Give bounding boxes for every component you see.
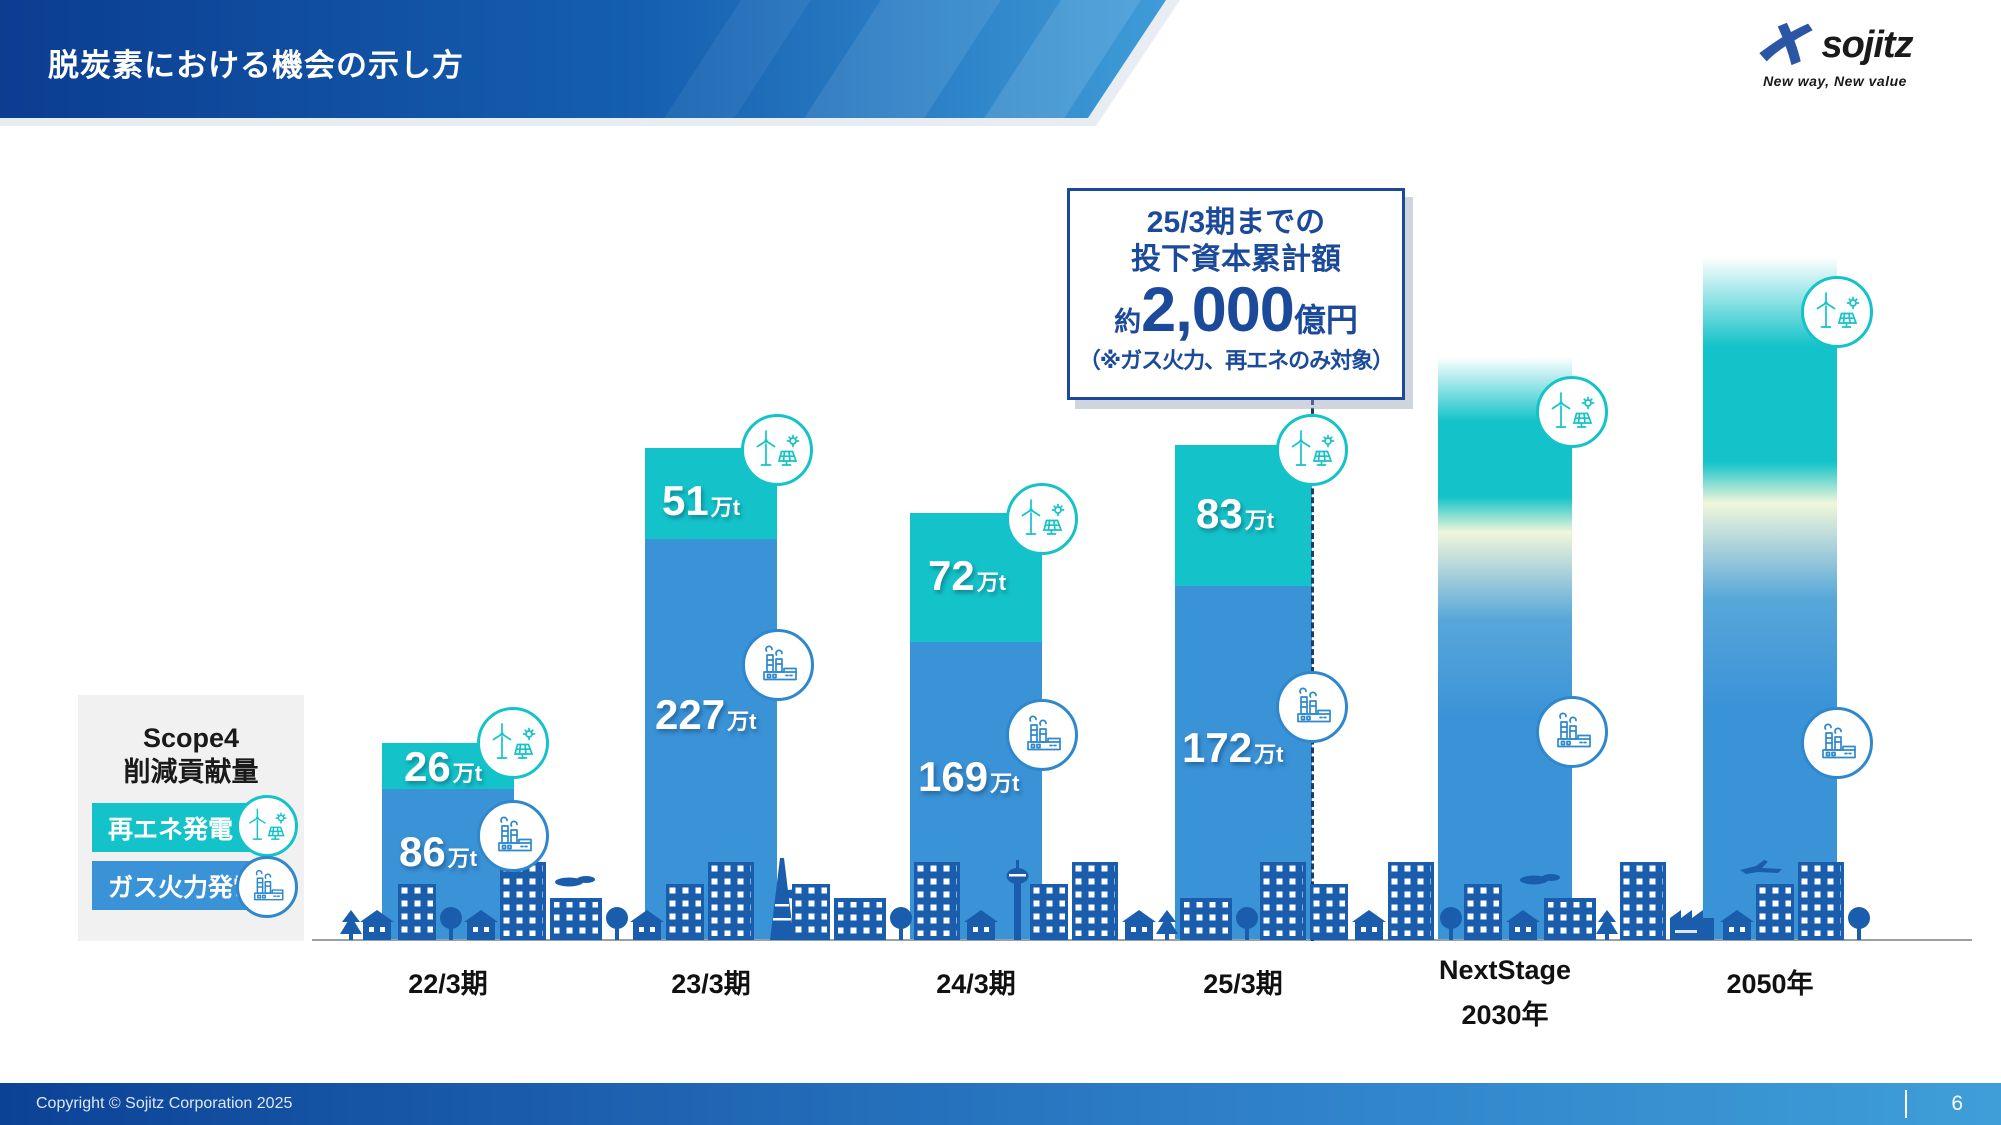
legend-item-renewable: 再エネ発電 — [92, 803, 260, 852]
x-axis-label-24-3: 24/3期 — [936, 969, 1016, 999]
callout-line2: 投下資本累計額 — [1131, 243, 1341, 276]
gas-plant-icon — [1276, 671, 1348, 743]
value-label: 26 万t — [404, 743, 482, 791]
value-label: 172 万t — [1182, 724, 1283, 772]
gas-plant-icon — [1801, 707, 1873, 779]
gas-plant-icon — [1536, 696, 1608, 768]
value-unit: 万t — [1244, 508, 1275, 533]
bar-2050 — [1703, 257, 1837, 941]
sojitz-swoosh-icon — [1757, 20, 1815, 71]
value-number: 72 — [928, 552, 975, 599]
page-number: 6 — [1951, 1092, 1963, 1115]
x-axis-label-nextstage: NextStage — [1438, 955, 1572, 985]
gas-plant-icon — [477, 800, 549, 872]
value-unit: 万t — [976, 570, 1007, 595]
callout-leader-dashed-line — [1311, 399, 1314, 941]
header-band — [0, 0, 1166, 118]
value-label: 86 万t — [399, 828, 477, 876]
value-label: 72 万t — [928, 552, 1006, 600]
value-label: 169 万t — [918, 753, 1019, 801]
gas-plant-icon — [742, 629, 814, 701]
value-number: 86 — [399, 828, 446, 875]
x-axis-label-23-3: 23/3期 — [671, 969, 751, 999]
header-streak — [651, 0, 819, 118]
header-streak — [791, 0, 1009, 118]
x-axis-label-25-3: 25/3期 — [1203, 969, 1283, 999]
callout-amount-suffix: 億円 — [1293, 302, 1358, 338]
value-number: 172 — [1182, 724, 1253, 771]
value-label: 51 万t — [662, 477, 740, 525]
value-number: 227 — [655, 691, 726, 738]
value-unit: 万t — [727, 709, 757, 734]
legend-title: Scope4 削減貢献量 — [78, 721, 304, 789]
gas-plant-icon — [1006, 699, 1078, 771]
value-number: 26 — [404, 743, 451, 790]
city-skyline — [340, 858, 1870, 940]
callout-amount: 約 2,000 億円 — [1070, 275, 1402, 345]
x-axis-label-22-3: 22/3期 — [408, 969, 488, 999]
page-title: 脱炭素における機会の示し方 — [48, 48, 464, 83]
wind-turbine-solar-icon — [1536, 376, 1608, 448]
value-unit: 万t — [990, 771, 1020, 796]
wind-turbine-solar-icon — [477, 707, 549, 779]
x-axis-label-2050: 2050年 — [1726, 969, 1814, 999]
value-label: 83 万t — [1196, 490, 1274, 538]
investment-callout-box: 25/3期までの 投下資本累計額 約 2,000 億円 （※ガス火力、再エネのみ… — [1067, 188, 1405, 400]
sojitz-logo: sojitz New way, New value — [1725, 20, 1945, 89]
x-axis-label-2030: 2030年 — [1461, 1000, 1549, 1030]
legend-title-line2: 削減貢献量 — [123, 757, 259, 787]
wind-turbine-solar-icon — [1006, 483, 1078, 555]
callout-amount-prefix: 約 — [1114, 307, 1142, 337]
value-unit: 万t — [1254, 742, 1284, 767]
value-number: 169 — [918, 753, 989, 800]
footer-divider — [1905, 1090, 1907, 1118]
bar-nextstage-2030 — [1438, 357, 1572, 941]
wind-turbine-solar-icon — [1276, 414, 1348, 486]
footer-bar: Copyright © Sojitz Corporation 2025 6 — [0, 1083, 2001, 1125]
legend-title-line1: Scope4 — [142, 723, 240, 753]
value-label: 227 万t — [655, 691, 756, 739]
wind-turbine-solar-icon — [236, 795, 298, 857]
wind-turbine-solar-icon — [741, 414, 813, 486]
callout-note: （※ガス火力、再エネのみ対象） — [1078, 348, 1394, 373]
value-number: 51 — [662, 477, 709, 524]
callout-line1: 25/3期までの — [1146, 206, 1326, 239]
logo-tagline: New way, New value — [1763, 73, 1907, 89]
value-number: 83 — [1196, 490, 1243, 537]
gas-plant-icon — [236, 856, 298, 918]
value-unit: 万t — [452, 761, 483, 786]
value-unit: 万t — [447, 846, 478, 871]
value-unit: 万t — [710, 495, 741, 520]
x-axis-line — [312, 939, 1972, 941]
wind-turbine-solar-icon — [1801, 276, 1873, 348]
copyright-text: Copyright © Sojitz Corporation 2025 — [36, 1095, 293, 1112]
logo-wordmark: sojitz — [1821, 24, 1913, 66]
callout-amount-value: 2,000 — [1141, 275, 1295, 345]
